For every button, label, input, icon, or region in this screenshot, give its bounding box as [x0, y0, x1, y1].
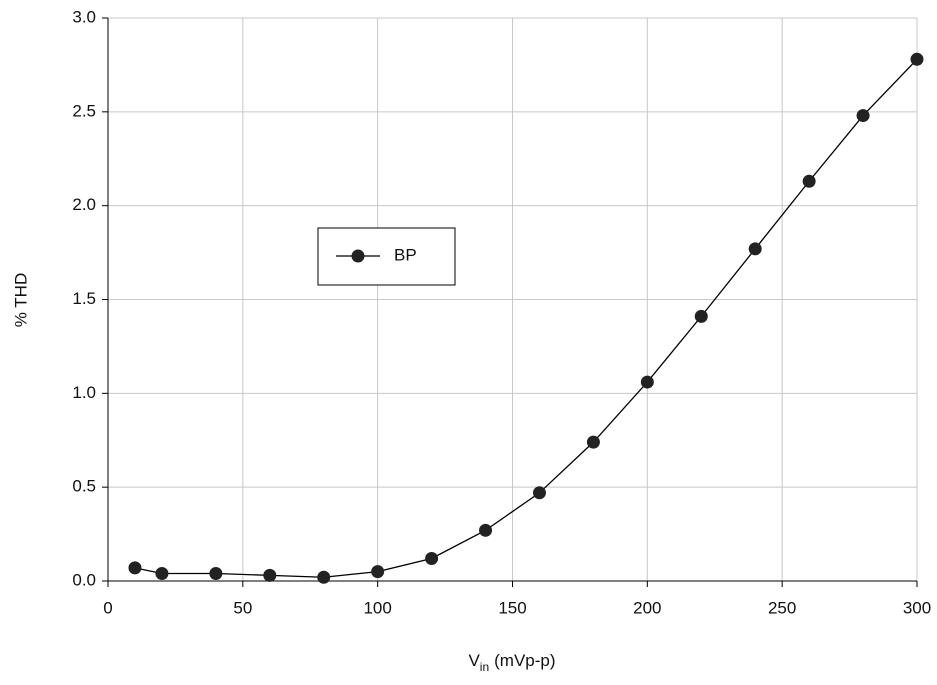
x-label-subscript: in	[480, 660, 489, 674]
data-point	[802, 174, 816, 188]
data-point	[128, 561, 142, 575]
y-tick-label: 1.0	[72, 383, 96, 402]
y-tick-label: 0.0	[72, 570, 96, 589]
data-point	[910, 52, 924, 66]
x-tick-label: 0	[103, 598, 112, 617]
data-point	[748, 242, 762, 256]
y-tick-label: 2.5	[72, 101, 96, 120]
data-point	[856, 109, 870, 123]
y-tick-label: 1.5	[72, 289, 96, 308]
data-point	[263, 568, 277, 582]
legend-marker	[351, 249, 365, 263]
y-axis-label: % THD	[11, 273, 30, 327]
legend-label: BP	[394, 245, 417, 264]
data-point	[155, 566, 169, 580]
x-tick-label: 200	[633, 598, 661, 617]
data-point	[586, 435, 600, 449]
x-axis-label: Vin (mVp-p)	[468, 651, 555, 674]
x-tick-label: 50	[233, 598, 252, 617]
data-point	[317, 570, 331, 584]
x-label-main: V	[468, 651, 480, 670]
y-tick-label: 3.0	[72, 7, 96, 26]
data-point	[640, 375, 654, 389]
data-point	[425, 551, 439, 565]
data-point	[479, 523, 493, 537]
data-point	[371, 565, 385, 579]
y-tick-label: 0.5	[72, 477, 96, 496]
y-tick-label: 2.0	[72, 195, 96, 214]
data-point	[209, 566, 223, 580]
x-tick-label: 150	[498, 598, 526, 617]
data-point	[532, 486, 546, 500]
x-tick-label: 300	[903, 598, 931, 617]
data-point	[694, 309, 708, 323]
series-line	[134, 58, 918, 578]
x-tick-label: 250	[768, 598, 796, 617]
x-tick-label: 100	[363, 598, 391, 617]
x-label-suffix: (mVp-p)	[494, 651, 555, 670]
